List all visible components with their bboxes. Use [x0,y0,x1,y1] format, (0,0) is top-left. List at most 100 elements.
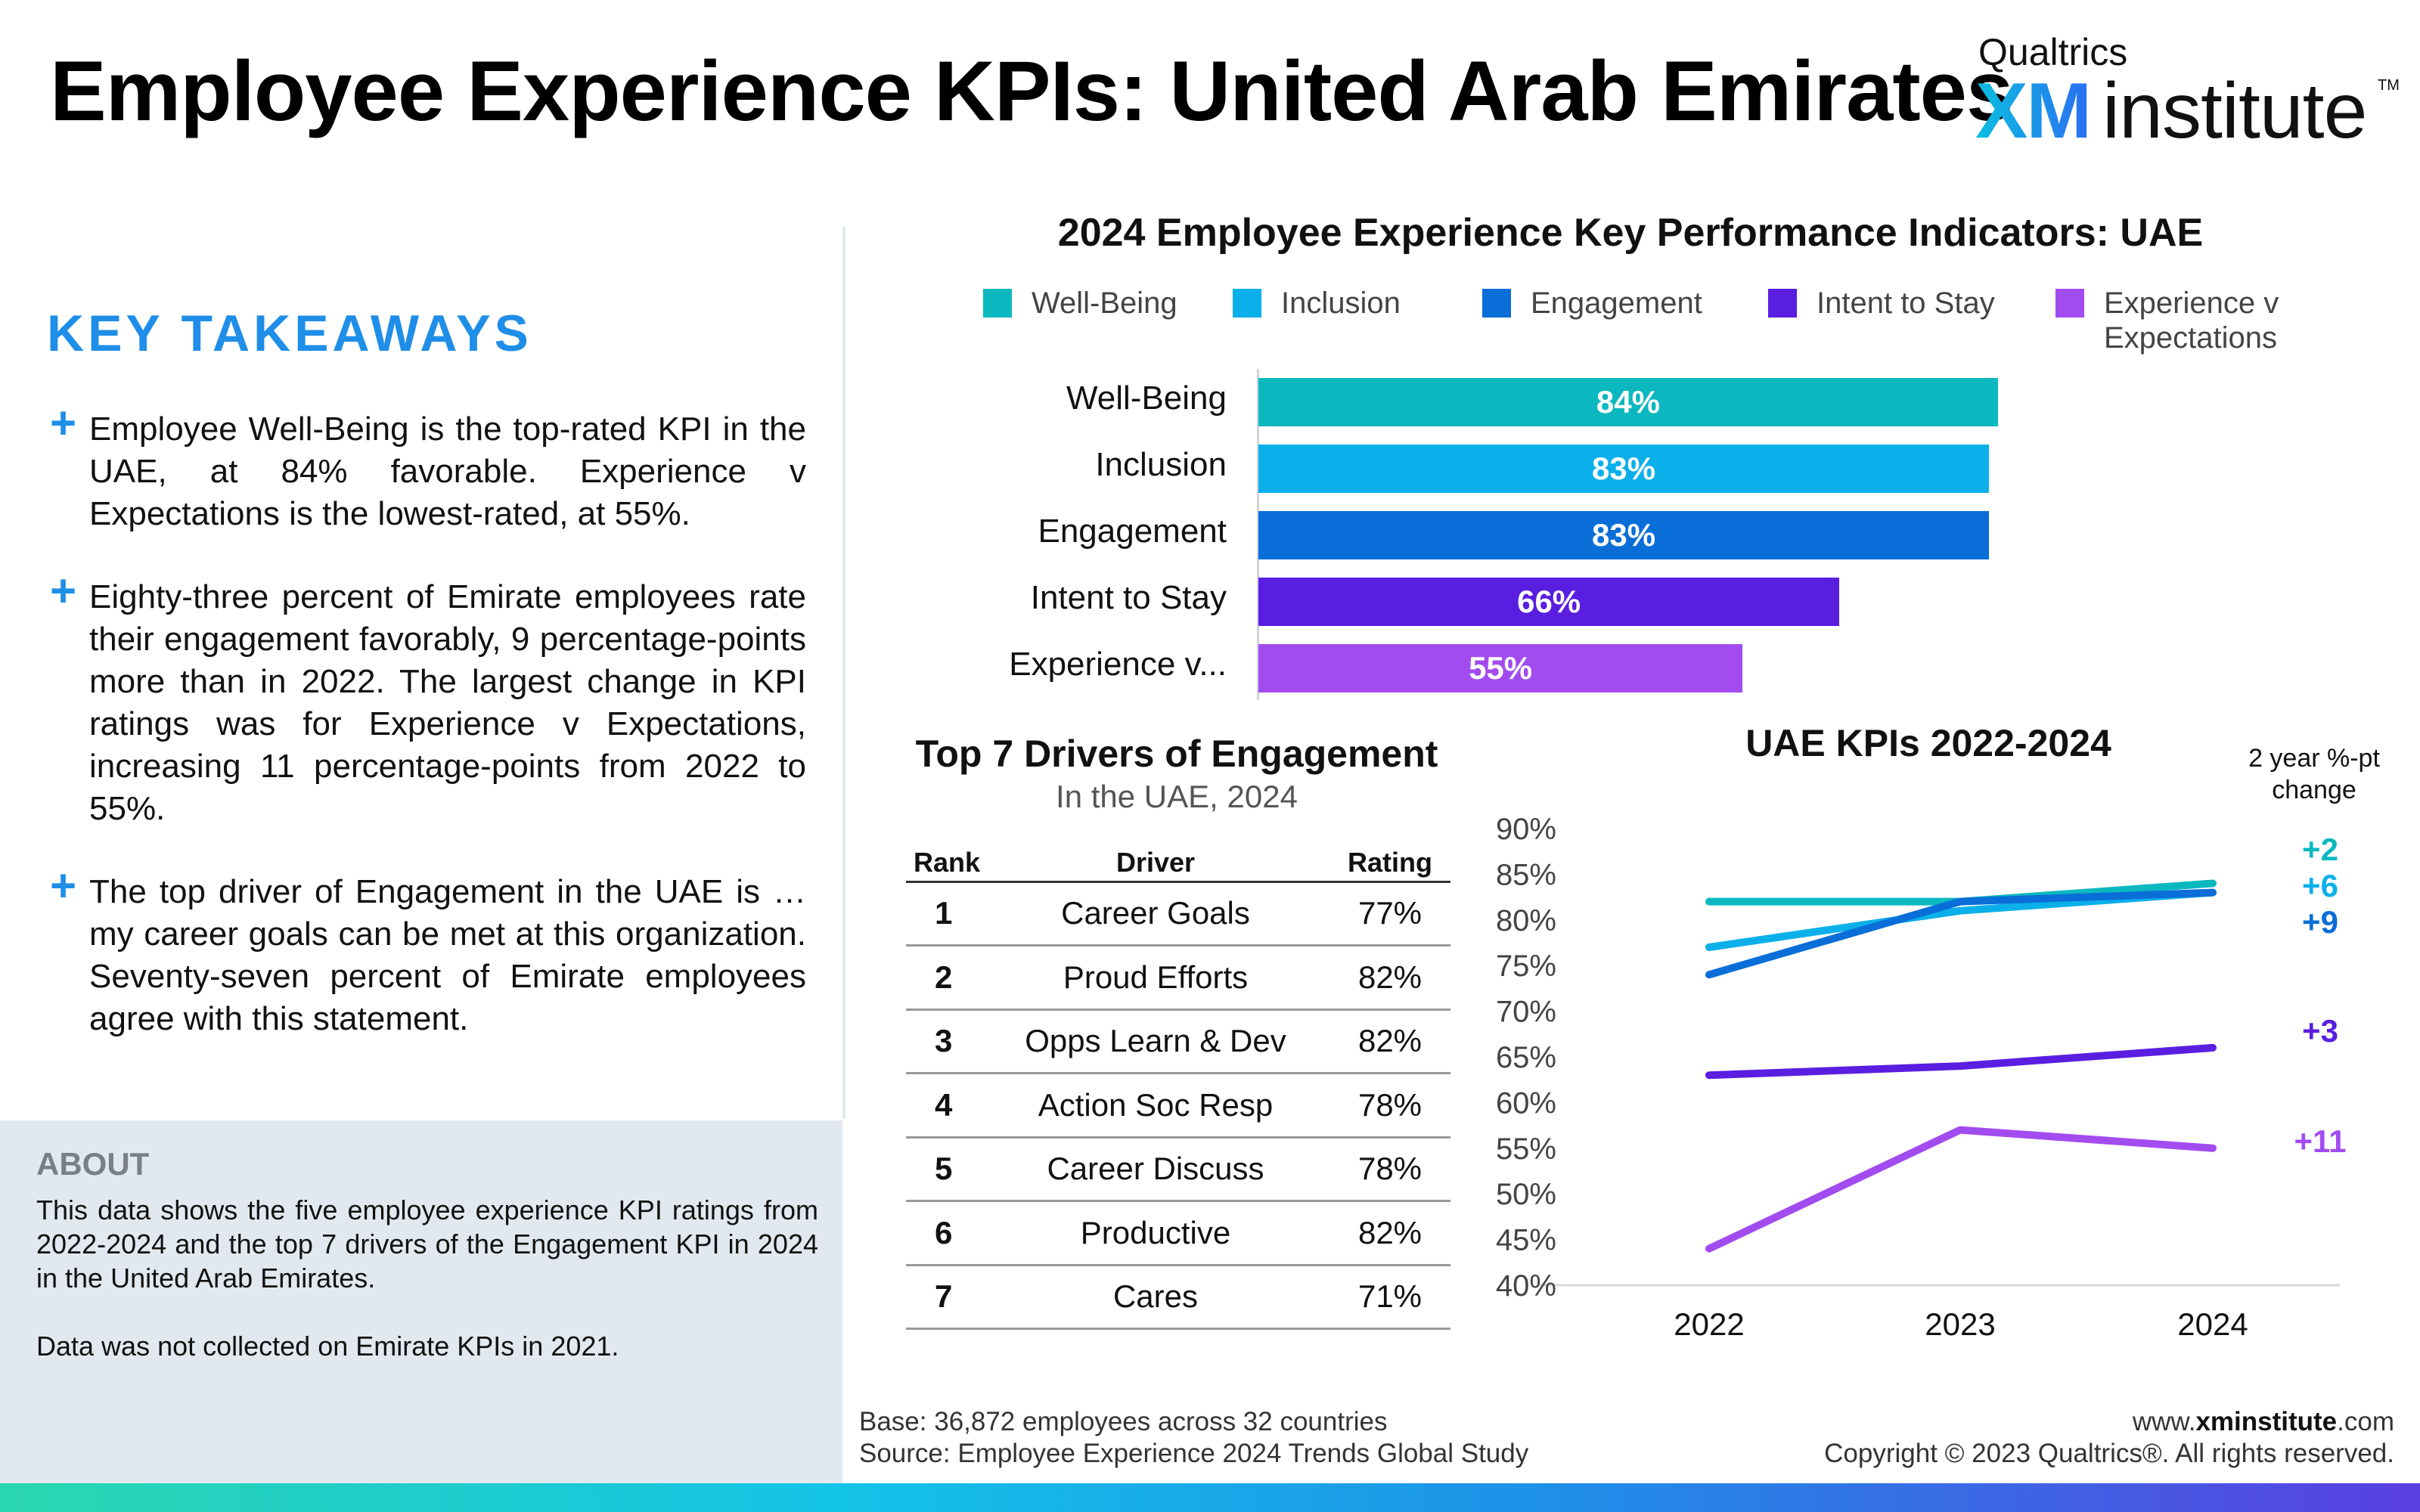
table-row: 2 Proud Efforts 82% [906,945,1450,1011]
legend-swatch [1768,289,1797,318]
rating-cell: 77% [1329,881,1450,947]
rank-cell: 3 [906,1009,982,1074]
change-label: +3 [2302,1013,2338,1049]
copyright-text: Copyright © 2023 Qualtrics®. All rights … [1824,1439,2394,1468]
plus-icon: + [50,565,77,616]
rating-cell: 78% [1329,1073,1450,1139]
takeaway-text: Employee Well-Being is the top-rated KPI… [89,411,806,532]
website-link[interactable]: www.xminstitute.com [2132,1407,2394,1436]
about-paragraph: Data was not collected on Emirate KPIs i… [36,1331,619,1362]
bar-value-label: 55% [1469,650,1533,686]
table-header-row: Rank Driver Rating [906,845,1450,883]
bar: 55% [1258,644,1743,692]
logo-qualtrics-text: Qualtrics [1978,31,2128,73]
rating-cell: 78% [1329,1137,1450,1202]
rating-cell: 82% [1329,1009,1450,1074]
rating-cell: 82% [1329,1201,1450,1266]
bar: 83% [1258,445,1990,493]
change-label: +11 [2294,1123,2347,1159]
driver-cell: Action Soc Resp [982,1073,1329,1139]
legend-label: Well-Being [1032,287,1177,320]
series-line [1705,888,2217,951]
y-tick-label: 85% [1496,858,1556,891]
logo-trademark: TM [2378,77,2400,94]
takeaway-text: The top driver of Engagement in the UAE … [89,873,806,1037]
driver-cell: Cares [982,1265,1329,1330]
line-chart-title: UAE KPIs 2022-2024 [1745,722,2111,764]
rating-cell: 71% [1329,1265,1450,1330]
about-panel: ABOUT This data shows the five employee … [0,1120,842,1483]
legend-swatch [2055,289,2084,318]
series-line [1705,888,2217,979]
rating-cell: 82% [1329,945,1450,1011]
bar-value-label: 84% [1596,384,1660,420]
series-line [1705,879,2217,906]
legend-label: Inclusion [1281,287,1401,320]
base-note: Base: 36,872 employees across 32 countri… [859,1407,1388,1436]
table-row: 6 Productive 82% [906,1201,1450,1266]
bar-category-label: Intent to Stay [1030,579,1227,616]
column-header-driver: Driver [982,845,1329,883]
legend-swatch [1233,289,1261,318]
rank-cell: 2 [906,945,982,1011]
footer-source: Base: 36,872 employees across 32 countri… [859,1406,1528,1470]
driver-cell: Opps Learn & Dev [982,1009,1329,1074]
key-takeaways-heading: KEY TAKEAWAYS [47,305,532,362]
logo-institute-text: institute [2102,67,2367,155]
table-row: 4 Action Soc Resp 78% [906,1073,1450,1139]
column-header-rating: Rating [1329,845,1450,883]
y-tick-label: 80% [1496,904,1556,937]
bar: 83% [1258,511,1990,559]
driver-cell: Proud Efforts [982,945,1329,1011]
takeaway-item: + Employee Well-Being is the top-rated K… [50,401,806,535]
bar-value-label: 83% [1592,451,1656,486]
takeaway-item: + The top driver of Engagement in the UA… [50,863,806,1040]
about-text: This data shows the five employee experi… [36,1193,818,1363]
x-tick-label: 2022 [1674,1306,1744,1342]
drivers-table: Rank Driver Rating 1 Career Goals 77% 2 Prou… [906,845,1450,1330]
x-tick-label: 2023 [1925,1306,1995,1342]
rank-cell: 6 [906,1201,982,1266]
footer-copyright: www.xminstitute.com Copyright © 2023 Qua… [1824,1406,2394,1470]
rank-cell: 7 [906,1265,982,1330]
about-heading: ABOUT [36,1146,150,1182]
y-tick-label: 90% [1496,813,1556,846]
page-title: Employee Experience KPIs: United Arab Em… [50,44,2013,138]
y-tick-label: 50% [1496,1178,1556,1211]
xm-institute-logo: Qualtrics XM institute TM [1975,30,2400,155]
rank-cell: 5 [906,1137,982,1202]
change-column-header: 2 year %-pt change [2248,744,2380,804]
bar: 84% [1258,378,1998,426]
driver-cell: Productive [982,1201,1329,1266]
bar: 66% [1258,578,1840,626]
legend-label: Engagement [1531,287,1702,320]
bar-value-label: 83% [1592,517,1656,553]
bar-value-label: 66% [1517,584,1581,619]
table-row: 1 Career Goals 77% [906,881,1450,947]
y-tick-label: 45% [1496,1224,1556,1257]
change-label: +6 [2302,868,2338,903]
column-divider [842,227,845,1119]
driver-cell: Career Discuss [982,1137,1329,1202]
driver-cell: Career Goals [982,881,1329,947]
takeaway-item: + Eighty-three percent of Emirate employ… [50,569,806,830]
legend-swatch [1482,289,1511,318]
x-tick-label: 2024 [2177,1306,2248,1342]
series-line [1705,1126,2217,1253]
legend-label: Intent to Stay [1817,287,1995,320]
plus-icon: + [50,860,77,911]
bar-category-label: Well-Being [1066,380,1227,417]
bar-category-label: Engagement [1038,513,1227,550]
about-paragraph: This data shows the five employee experi… [36,1194,818,1294]
legend-swatch [983,289,1012,318]
takeaway-text: Eighty-three percent of Emirate employee… [89,578,806,827]
y-tick-label: 75% [1496,950,1556,983]
bar-chart-title: 2024 Employee Experience Key Performance… [1057,211,2204,255]
logo-xm-text: XM [1975,67,2092,155]
change-label: +2 [2302,832,2338,867]
drivers-table-title: Top 7 Drivers of Engagement [915,733,1438,775]
drivers-table-subtitle: In the UAE, 2024 [1056,779,1298,814]
bar-category-label: Inclusion [1095,446,1227,483]
table-row: 3 Opps Learn & Dev 82% [906,1009,1450,1074]
table-row: 7 Cares 71% [906,1265,1450,1330]
